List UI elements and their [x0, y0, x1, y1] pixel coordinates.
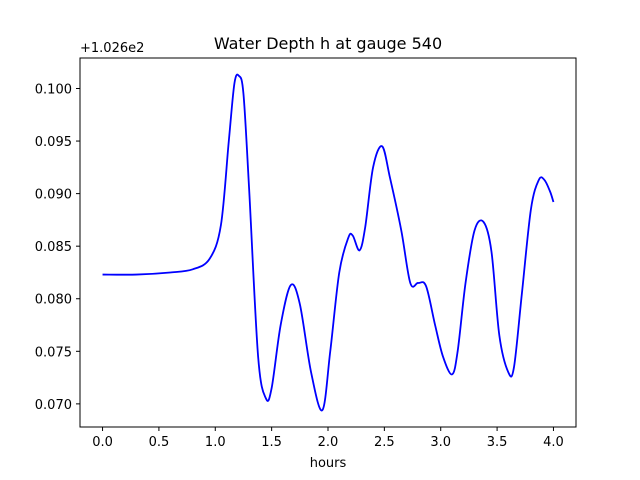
x-tick-label: 1.5	[261, 435, 282, 450]
y-tick-label: 0.090	[35, 188, 72, 203]
series-line	[102, 73, 555, 412]
x-tick-label: 2.0	[318, 435, 339, 450]
x-tick-label: 1.0	[205, 435, 226, 450]
y-tick-label: 0.070	[35, 398, 72, 413]
x-tick-label: 0.5	[149, 435, 170, 450]
y-tick-label: 0.085	[35, 240, 72, 255]
y-tick-label: 0.075	[35, 345, 72, 360]
x-tick-label: 3.0	[430, 435, 451, 450]
x-tick-label: 4.0	[543, 435, 564, 450]
y-offset-text: +1.026e2	[80, 41, 144, 56]
x-tick-label: 2.5	[374, 435, 395, 450]
chart-title: Water Depth h at gauge 540	[214, 34, 442, 53]
series-layer	[102, 73, 555, 412]
y-tick-label: 0.080	[35, 293, 72, 308]
y-tick-label: 0.095	[35, 135, 72, 150]
ticks-layer: 0.0 0.5 1.0 1.5 2.0 2.5 3.0 3.5 4.0 0.070 0.075 0.0…	[35, 82, 564, 450]
plot-frame	[79, 57, 577, 428]
x-tick-label: 0.0	[92, 435, 113, 450]
y-tick-label: 0.100	[35, 82, 72, 97]
x-tick-label: 3.5	[487, 435, 508, 450]
x-axis-label: hours	[310, 456, 347, 471]
